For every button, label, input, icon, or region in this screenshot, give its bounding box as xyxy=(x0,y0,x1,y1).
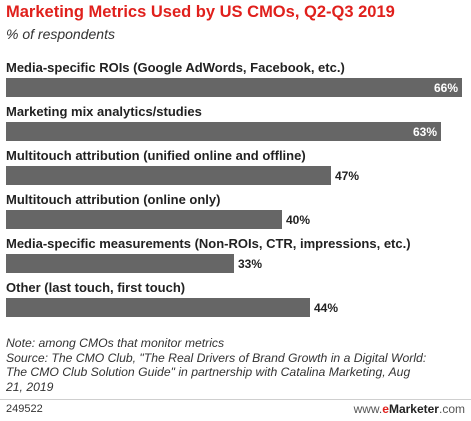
chart-id: 249522 xyxy=(6,403,43,415)
category-label: Marketing mix analytics/studies xyxy=(6,104,202,119)
emarketer-logo: www.eMarketer.com xyxy=(353,402,465,416)
note-line: Note: among CMOs that monitor metrics xyxy=(6,336,225,350)
category-label: Media-specific measurements (Non-ROIs, C… xyxy=(6,236,411,251)
category-label: Other (last touch, first touch) xyxy=(6,280,185,295)
value-label: 63% xyxy=(413,125,437,139)
bar-chart: Media-specific ROIs (Google AdWords, Fac… xyxy=(6,60,462,317)
category-label: Media-specific ROIs (Google AdWords, Fac… xyxy=(6,60,345,75)
category-label: Multitouch attribution (online only) xyxy=(6,192,220,207)
bar xyxy=(6,166,331,185)
bar xyxy=(6,78,462,97)
footer: 249522 www.eMarketer.com xyxy=(0,399,471,421)
value-label: 33% xyxy=(238,257,262,271)
chart-title: Marketing Metrics Used by US CMOs, Q2-Q3… xyxy=(6,3,395,21)
bar xyxy=(6,298,310,317)
value-label: 66% xyxy=(434,81,458,95)
chart-subtitle: % of respondents xyxy=(6,26,115,42)
chart-notes: Note: among CMOs that monitor metrics So… xyxy=(6,336,468,394)
category-label: Multitouch attribution (unified online a… xyxy=(6,148,306,163)
bar xyxy=(6,254,234,273)
value-label: 40% xyxy=(286,213,310,227)
source-line: The CMO Club Solution Guide" in partners… xyxy=(6,365,411,379)
value-label: 47% xyxy=(335,169,359,183)
bar xyxy=(6,122,441,141)
source-line: Source: The CMO Club, "The Real Drivers … xyxy=(6,350,427,365)
bar xyxy=(6,210,282,229)
source-line: 21, 2019 xyxy=(6,379,54,394)
value-label: 44% xyxy=(314,301,338,315)
